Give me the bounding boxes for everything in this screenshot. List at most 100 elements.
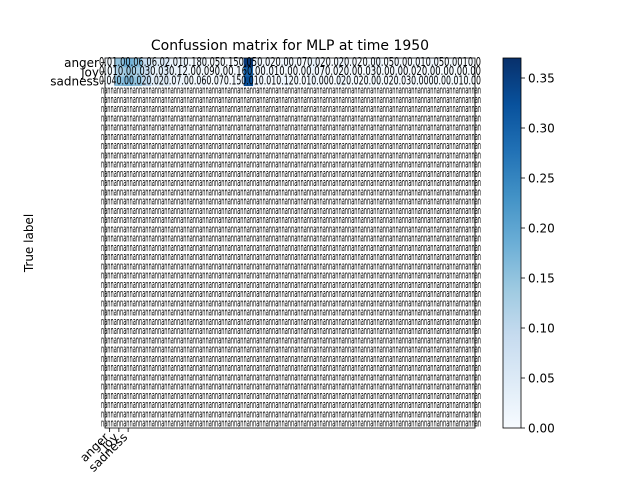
heatmap-cell [197,58,208,68]
heatmap-cell [382,67,393,77]
cell-nan-row: nannannannannannannannannannannannannann… [101,333,481,346]
y-axis-label: True label [22,214,36,273]
colorbar-tick-label: 0.10 [528,322,555,336]
cell-value-row: 0.040.00.020.020.07.00.060.070.150.010.0… [99,73,481,87]
cell-nan-row: nannannannannannannannannannannannannann… [101,278,481,291]
cell-nan-row: nannannannannannannannannannannannannann… [101,158,481,171]
heatmap-cell [391,76,402,87]
heatmap-cell [336,76,346,87]
colorbar-tick-label: 0.35 [528,72,555,86]
heatmap-cell [308,67,319,77]
chart-title: Confussion matrix for MLP at time 1950 [151,38,429,54]
heatmap-cell [391,67,402,77]
cell-nan-row: nannannannannannannannannannannannannann… [101,204,481,217]
cell-nan-row: nannannannannannannannannannannannannann… [101,259,481,272]
heatmap-cell [216,76,226,87]
cell-nan-row: nannannannannannannannannannannannannann… [101,343,481,356]
cell-nan-row: nannannannannannannannannannannannannann… [101,121,481,134]
heatmap-cell [290,58,300,68]
heatmap-cell [271,67,282,77]
heatmap-cell [419,67,430,77]
colorbar-tick-label: 0.25 [528,172,555,186]
heatmap-cell [280,76,291,87]
heatmap-cell [271,58,282,68]
heatmap-cell [105,76,115,87]
heatmap-cell [253,67,263,77]
y-tick-label: sadness [50,75,99,89]
heatmap-cell [142,58,152,68]
heatmap-cell [373,76,383,87]
cell-nan-row: nannannannannannannannannannannannannann… [101,361,481,374]
heatmap-cell [428,76,439,87]
cell-nan-row: nannannannannannannannannannannannannann… [101,84,481,97]
cell-nan-row: nannannannannannannannannannannannannann… [101,139,481,152]
heatmap-cell [105,67,115,77]
cell-nan-row: nannannannannannannannannannannannannann… [101,213,481,226]
colorbar-ticks: 0.00 0.05 0.10 0.15 0.20 0.25 0.30 0.35 [521,72,555,436]
cell-nan-row: nannannannannannannannannannannannannann… [101,232,481,245]
heatmap-cell [179,67,189,77]
heatmap-cell [114,67,124,77]
heatmap-cell [327,67,337,77]
heatmap-cell [336,67,346,77]
heatmap-cell [456,58,467,68]
heatmap-cell [447,76,457,87]
cell-nan-row: nannannannannannannannannannannannannann… [101,407,481,420]
heatmap-cell [438,58,448,68]
heatmap-cell [123,58,134,68]
heatmap-cell [160,58,171,68]
heatmap-cell [206,76,217,87]
cell-nan-row: nannannannannannannannannannannannannann… [101,250,481,263]
heatmap-cell [188,76,198,87]
heatmap-cell [447,67,457,77]
cell-nan-row: nannannannannannannannannannannannannann… [101,102,481,115]
cell-nan-row: nannannannannannannannannannannannannann… [101,324,481,337]
cell-nan-row: nannannannannannannannannannannannannann… [101,306,481,319]
colorbar-tick-label: 0.30 [528,122,555,136]
heatmap-cell [280,67,291,77]
heatmap-plot: 0.01.00.06.06.02.010.180.050.150.050.020… [99,55,481,430]
heatmap-cell [410,76,420,87]
heatmap-cell [188,67,198,77]
cell-nan-row: nannannannannannannannannannannannannann… [101,417,481,430]
cell-nan-row: nannannannannannannannannannannannannann… [101,380,481,393]
cell-nan-row: nannannannannannannannannannannannannann… [101,269,481,282]
cell-nan-row: nannannannannannannannannannannannannann… [101,130,481,143]
colorbar-tick-label: 0.00 [528,422,555,436]
heatmap-cell [197,67,208,77]
heatmap-cell [354,76,365,87]
cell-nan-row: nannannannannannannannannannannannannann… [101,352,481,365]
cell-nan-row: nannannannannannannannannannannannannann… [101,241,481,254]
heatmap-cell [317,67,328,77]
heatmap-cell [105,58,115,68]
cell-nan-row: nannannannannannannannannannannannannann… [101,287,481,300]
heatmap-cell [456,76,467,87]
heatmap-cell [132,58,143,68]
cell-nan-row: nannannannannannannannannannannannannann… [101,148,481,161]
heatmap-cell [243,76,254,87]
heatmap-cell [225,76,235,87]
heatmap-cell [345,58,356,68]
heatmap-cell [465,67,476,77]
heatmap-cell [179,58,189,68]
heatmap-cell [364,58,374,68]
heatmap-cell [410,58,420,68]
heatmap-cell [419,76,430,87]
heatmap-cell [151,67,161,77]
heatmap-cell [169,67,180,77]
heatmap-cell [364,67,374,77]
heatmap-cell [317,76,328,87]
cell-nan-row: nannannannannannannannannannannannannann… [101,111,481,124]
heatmap-cell [401,67,411,77]
heatmap-cell [299,67,309,77]
heatmap-cell [132,76,143,87]
heatmap-cell [410,67,420,77]
heatmap-cell [364,76,374,87]
heatmap-cell [234,58,245,68]
y-tick-label: anger [64,56,99,70]
heatmap-cell [419,58,430,68]
colorbar-tick-label: 0.15 [528,272,555,286]
cell-nan-row: nannannannannannannannannannannannannann… [101,315,481,328]
y-tick-label: joy [80,65,99,79]
